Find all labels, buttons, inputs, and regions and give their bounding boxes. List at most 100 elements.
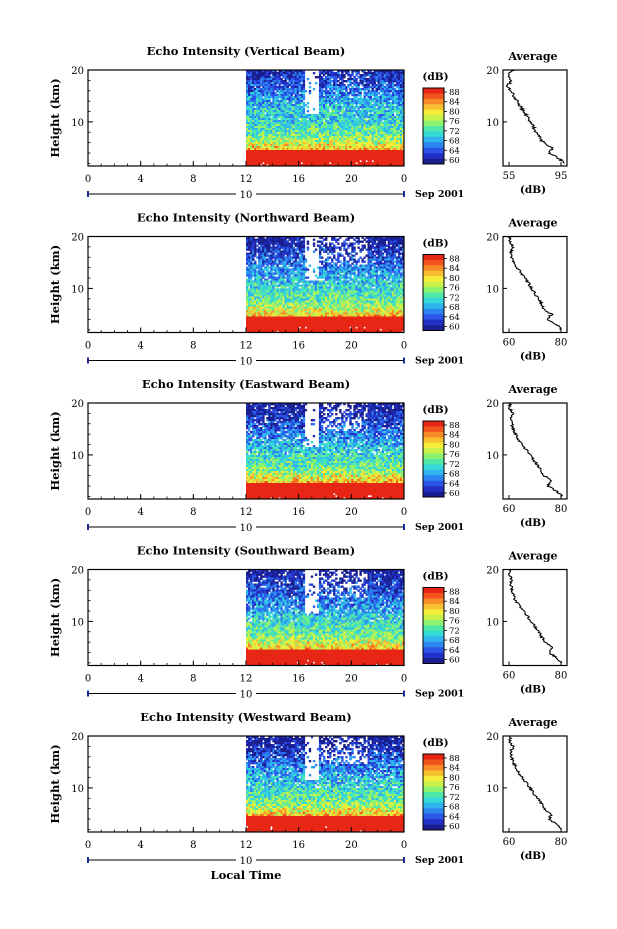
heatmap-cell [256, 108, 259, 111]
heatmap-cell [373, 98, 376, 101]
heatmap-cell [256, 124, 259, 127]
heatmap-cell [248, 316, 251, 319]
heatmap-cell [278, 120, 281, 123]
heatmap-cell [246, 158, 249, 161]
heatmap-cell [266, 130, 269, 133]
heatmap-cell [286, 300, 289, 303]
heatmap-cell [389, 126, 393, 129]
heatmap-cell [252, 290, 255, 293]
heatmap-cell [246, 128, 249, 131]
heatmap-cell [250, 304, 253, 307]
heatmap-cell [401, 112, 405, 115]
heatmap-cell [308, 302, 312, 305]
heatmap-cell [395, 158, 399, 161]
heatmap-cell [357, 114, 360, 117]
heatmap-cell [365, 122, 368, 125]
heatmap-cell [335, 108, 338, 111]
heatmap-cell [343, 116, 346, 119]
heatmap-cell [401, 156, 405, 159]
heatmap-cell [264, 320, 267, 323]
heatmap-cell [292, 88, 295, 91]
heatmap-cell [298, 322, 302, 325]
heatmap-cell [294, 256, 297, 259]
heatmap-cell [337, 120, 340, 123]
heatmap-cell [401, 106, 405, 109]
heatmap-cell [310, 116, 314, 119]
heatmap-cell [260, 104, 263, 107]
heatmap-cell [284, 292, 287, 295]
heatmap-cell [268, 280, 271, 283]
heatmap-cell [258, 100, 261, 103]
heatmap-cell [391, 144, 395, 147]
heatmap-cell [258, 84, 261, 87]
heatmap-cell [252, 108, 255, 111]
heatmap-cell [268, 160, 271, 163]
heatmap-cell [274, 134, 277, 137]
heatmap-cell [381, 80, 385, 83]
colorbar-tick-label: 64 [449, 146, 460, 156]
heatmap-cell [357, 92, 360, 95]
heatmap-cell [270, 88, 273, 91]
heatmap-cell [278, 284, 281, 287]
heatmap-cell [272, 322, 275, 325]
heatmap-cell [349, 78, 352, 81]
heatmap-cell [337, 144, 340, 147]
heatmap-cell [278, 244, 281, 247]
heatmap-cell [353, 122, 356, 125]
heatmap-cell [272, 74, 275, 77]
heatmap-cell [316, 164, 320, 167]
heatmap-cell [258, 92, 261, 95]
heatmap-cell [298, 132, 302, 135]
heatmap-cell [248, 278, 251, 281]
heatmap-cell [286, 156, 289, 159]
heatmap-cell [292, 238, 295, 241]
heatmap-cell [266, 268, 269, 271]
heatmap-cell [272, 304, 275, 307]
heatmap-cell [312, 134, 316, 137]
heatmap-cell [276, 120, 279, 123]
heatmap-cell [365, 130, 368, 133]
heatmap-cell [258, 78, 261, 81]
heatmap-cell [320, 94, 324, 97]
heatmap-cell [304, 302, 308, 305]
heatmap-cell [371, 74, 374, 77]
heatmap-cell [345, 116, 348, 119]
heatmap-cell [300, 140, 304, 143]
heatmap-cell [318, 148, 322, 151]
heatmap-cell [280, 122, 283, 125]
heatmap-cell [327, 76, 330, 79]
heatmap-cell [254, 88, 257, 91]
heatmap-cell [351, 90, 354, 93]
heatmap-cell [371, 130, 374, 133]
heatmap-cell [375, 142, 379, 145]
heatmap-cell [304, 162, 308, 165]
heatmap-cell [339, 156, 342, 159]
heatmap-cell [280, 312, 283, 315]
heatmap-cell [284, 98, 287, 101]
heatmap-cell [345, 132, 348, 135]
heatmap-cell [318, 96, 322, 99]
heatmap-cell [367, 126, 370, 129]
heatmap-cell [335, 134, 338, 137]
heatmap-cell [387, 70, 391, 73]
heatmap-cell [369, 78, 372, 81]
heatmap-cell [286, 308, 289, 311]
heatmap-cell [260, 306, 263, 309]
heatmap-cell [304, 164, 308, 167]
heatmap-cell [363, 154, 366, 157]
heatmap-cell [258, 240, 261, 243]
heatmap-cell [254, 120, 257, 123]
heatmap-cell [300, 300, 304, 303]
heatmap-cell [357, 124, 360, 127]
heatmap-cell [278, 138, 281, 141]
heatmap-cell [310, 136, 314, 139]
heatmap-cell [383, 80, 387, 83]
heatmap-cell [302, 286, 306, 289]
heatmap-cell [272, 152, 275, 155]
heatmap-cell [260, 112, 263, 115]
heatmap-cell [252, 90, 255, 93]
heatmap-cell [246, 256, 249, 259]
heatmap-cell [397, 94, 401, 97]
heatmap-cell [294, 132, 297, 135]
heatmap-cell [266, 288, 269, 291]
